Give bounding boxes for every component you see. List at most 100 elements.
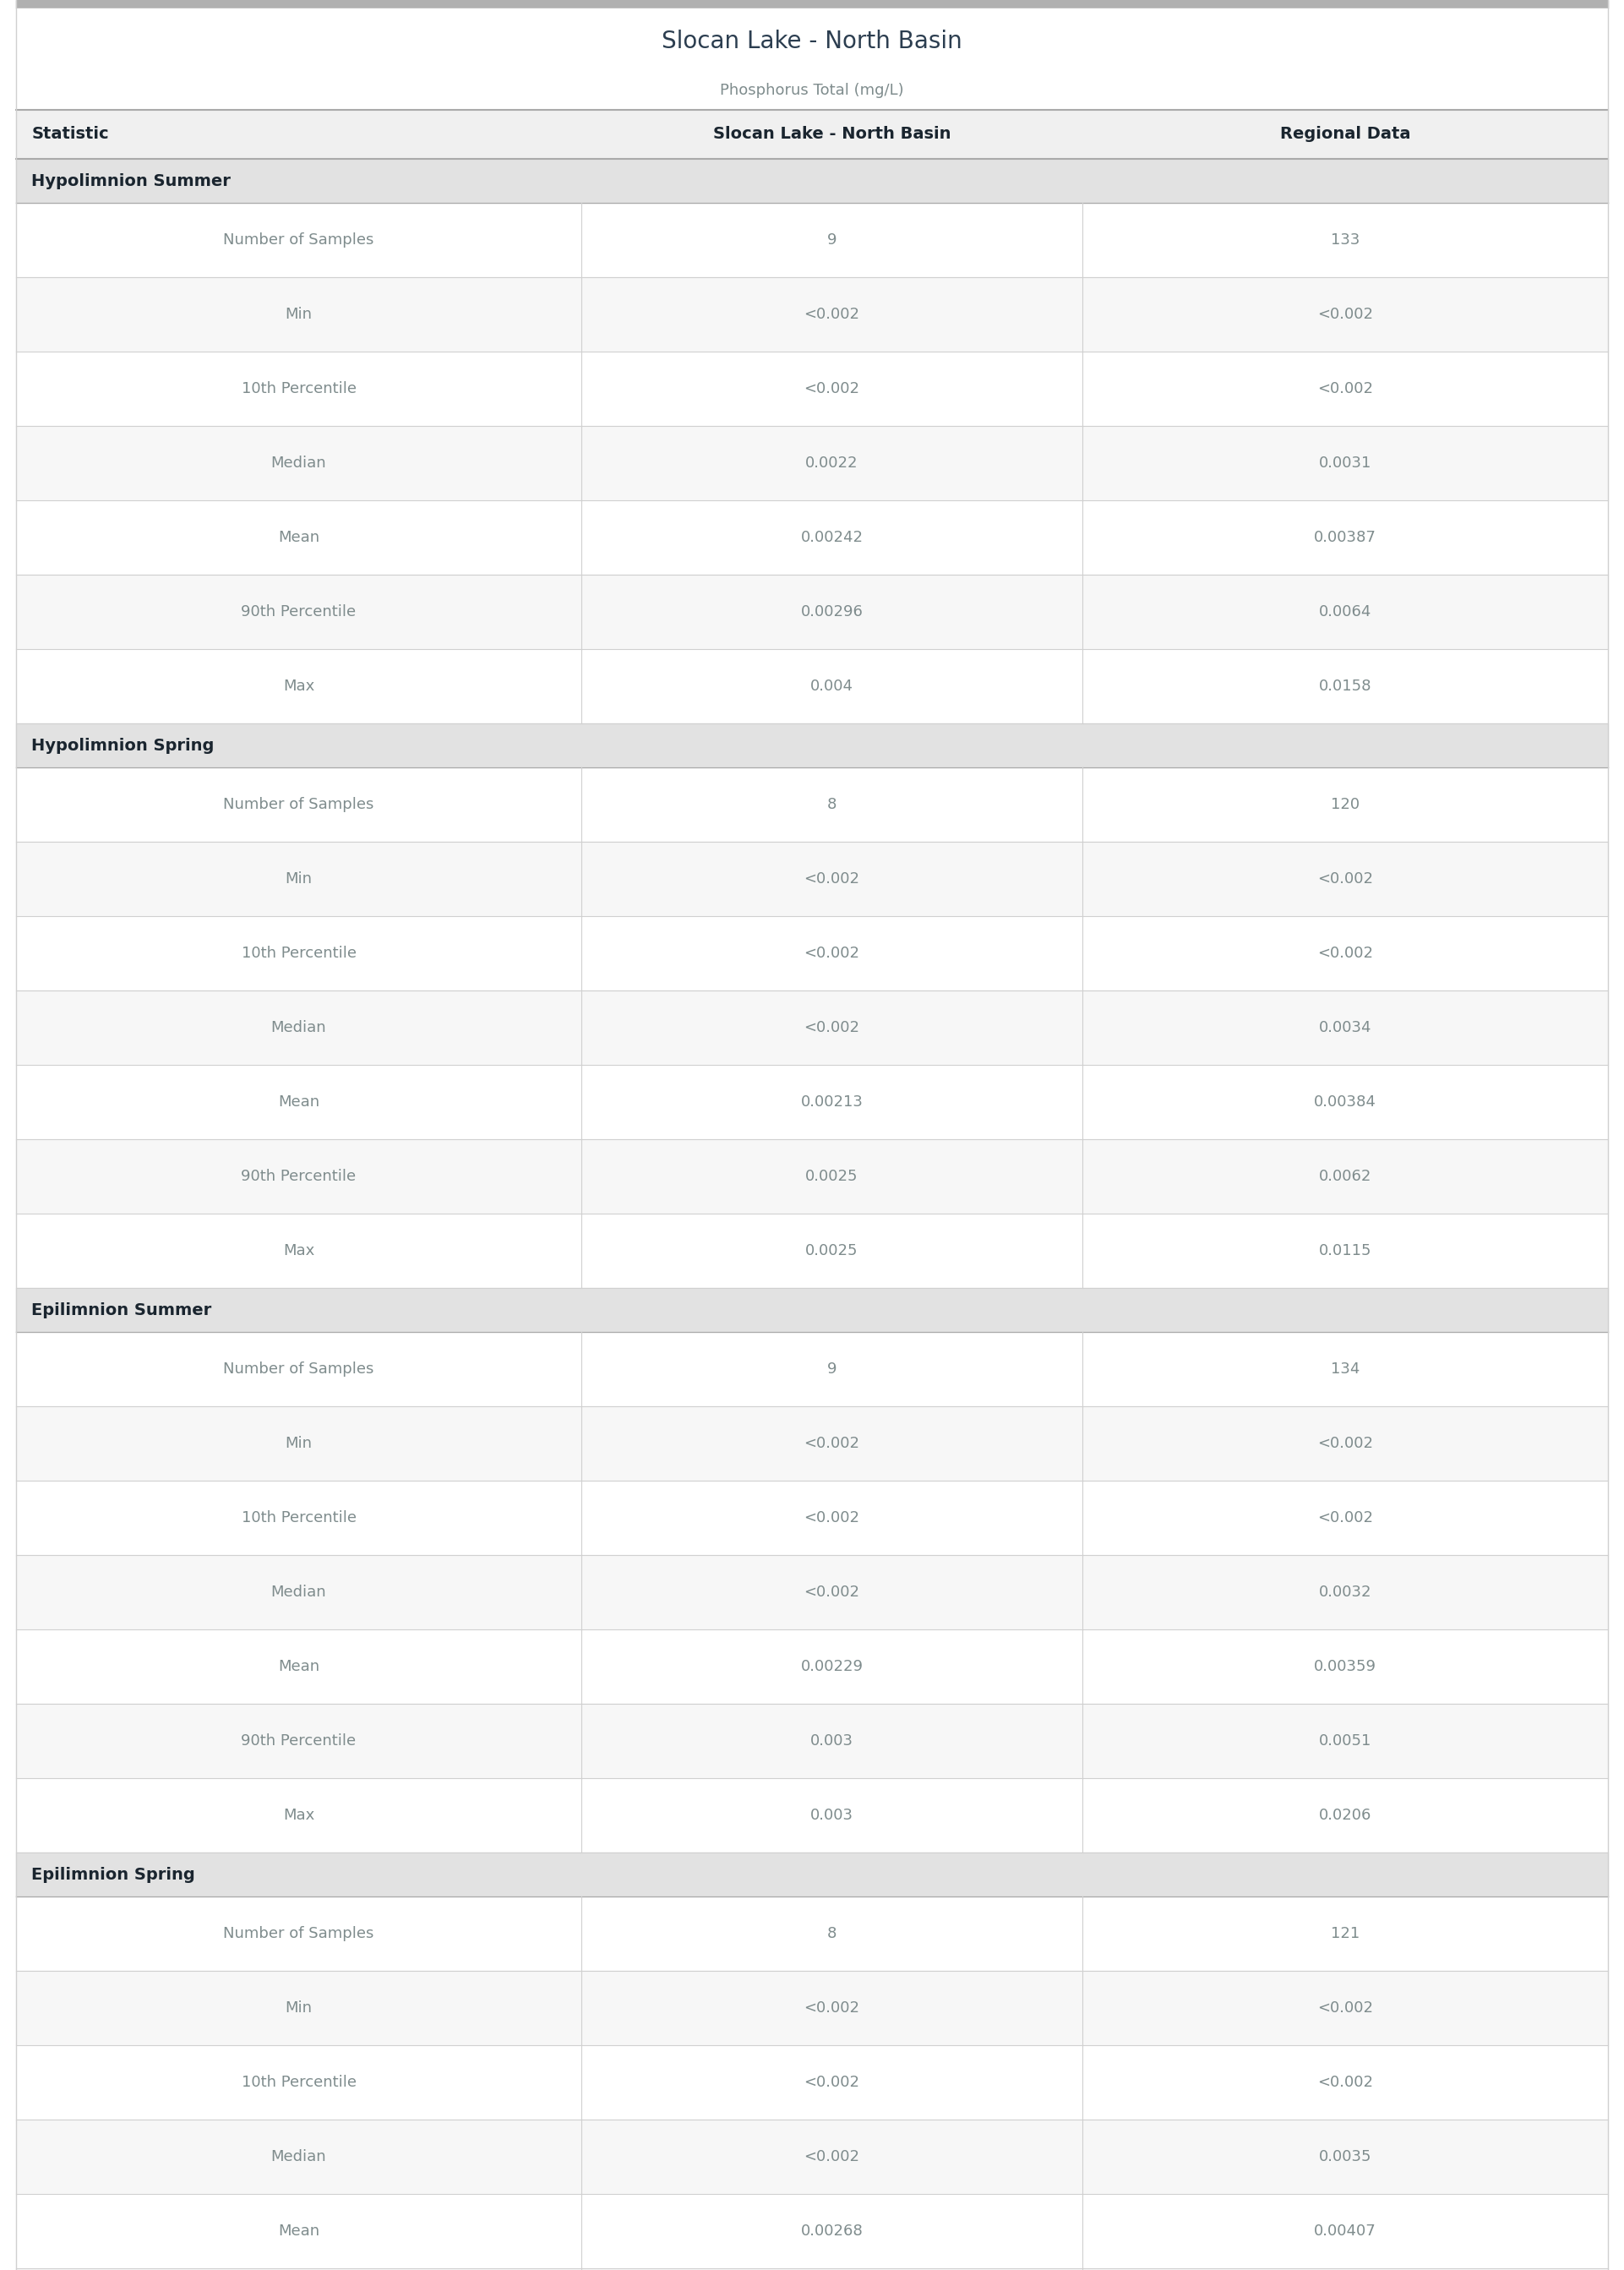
Text: Hypolimnion Spring: Hypolimnion Spring [31, 738, 214, 754]
Text: <0.002: <0.002 [804, 1510, 859, 1525]
Text: 0.0025: 0.0025 [806, 1169, 859, 1185]
Text: Min: Min [286, 2000, 312, 2016]
Bar [16, 109, 1608, 159]
Text: Hypolimnion Summer: Hypolimnion Summer [31, 173, 231, 188]
Text: <0.002: <0.002 [1317, 1510, 1372, 1525]
Bar [16, 9, 1608, 73]
Text: Number of Samples: Number of Samples [224, 797, 374, 813]
Text: 0.0031: 0.0031 [1319, 456, 1372, 470]
Bar [16, 1777, 1608, 1852]
Text: 0.003: 0.003 [810, 1734, 854, 1748]
Bar [16, 1287, 1608, 1332]
Bar [16, 2045, 1608, 2120]
Text: 0.0032: 0.0032 [1319, 1584, 1372, 1600]
Bar [16, 767, 1608, 842]
Text: Regional Data: Regional Data [1280, 127, 1410, 143]
Bar [16, 1852, 1608, 1895]
Text: Slocan Lake - North Basin: Slocan Lake - North Basin [661, 30, 963, 52]
Text: 10th Percentile: 10th Percentile [242, 2075, 356, 2091]
Text: Median: Median [271, 456, 326, 470]
Text: Median: Median [271, 1584, 326, 1600]
Text: 10th Percentile: 10th Percentile [242, 381, 356, 397]
Bar [16, 724, 1608, 767]
Bar [16, 427, 1608, 499]
Text: 10th Percentile: 10th Percentile [242, 947, 356, 960]
Text: Number of Samples: Number of Samples [224, 232, 374, 247]
Text: 90th Percentile: 90th Percentile [242, 604, 356, 620]
Text: 0.00387: 0.00387 [1314, 529, 1377, 545]
Bar [16, 202, 1608, 277]
Text: Mean: Mean [278, 1659, 320, 1675]
Text: Phosphorus Total (mg/L): Phosphorus Total (mg/L) [719, 84, 905, 98]
Text: Slocan Lake - North Basin: Slocan Lake - North Basin [713, 127, 950, 143]
Text: 121: 121 [1330, 1925, 1359, 1941]
Bar [16, 2193, 1608, 2268]
Bar [16, 649, 1608, 724]
Text: 90th Percentile: 90th Percentile [242, 1734, 356, 1748]
Text: 0.0206: 0.0206 [1319, 1807, 1372, 1823]
Text: 0.0022: 0.0022 [806, 456, 859, 470]
Bar [16, 277, 1608, 352]
Bar [16, 1705, 1608, 1777]
Bar [16, 0, 1608, 9]
Text: 0.00268: 0.00268 [801, 2225, 862, 2238]
Text: 0.00407: 0.00407 [1314, 2225, 1376, 2238]
Text: <0.002: <0.002 [1317, 872, 1372, 888]
Text: Mean: Mean [278, 2225, 320, 2238]
Text: 10th Percentile: 10th Percentile [242, 1510, 356, 1525]
Text: 0.0034: 0.0034 [1319, 1019, 1372, 1035]
Text: Statistic: Statistic [31, 127, 109, 143]
Bar [16, 1630, 1608, 1705]
Text: 0.0025: 0.0025 [806, 1244, 859, 1258]
Bar [16, 499, 1608, 574]
Text: 9: 9 [827, 232, 836, 247]
Text: <0.002: <0.002 [804, 872, 859, 888]
Text: Max: Max [283, 679, 315, 695]
Text: 0.004: 0.004 [810, 679, 854, 695]
Bar [16, 1407, 1608, 1480]
Bar [16, 1332, 1608, 1407]
Text: 8: 8 [827, 1925, 836, 1941]
Text: 0.00242: 0.00242 [801, 529, 864, 545]
Text: 0.00296: 0.00296 [801, 604, 862, 620]
Text: <0.002: <0.002 [804, 381, 859, 397]
Text: Median: Median [271, 1019, 326, 1035]
Text: <0.002: <0.002 [804, 2150, 859, 2163]
Text: 0.0064: 0.0064 [1319, 604, 1372, 620]
Text: <0.002: <0.002 [804, 1437, 859, 1451]
Text: Number of Samples: Number of Samples [224, 1925, 374, 1941]
Text: <0.002: <0.002 [804, 2000, 859, 2016]
Text: 0.0035: 0.0035 [1319, 2150, 1372, 2163]
Text: Epilimnion Summer: Epilimnion Summer [31, 1303, 211, 1319]
Bar [16, 990, 1608, 1065]
Text: 0.00359: 0.00359 [1314, 1659, 1377, 1675]
Text: Min: Min [286, 872, 312, 888]
Text: <0.002: <0.002 [804, 1019, 859, 1035]
Text: <0.002: <0.002 [804, 1584, 859, 1600]
Text: 133: 133 [1330, 232, 1359, 247]
Text: Epilimnion Spring: Epilimnion Spring [31, 1866, 195, 1882]
Bar [16, 1970, 1608, 2045]
Text: 90th Percentile: 90th Percentile [242, 1169, 356, 1185]
Text: 0.003: 0.003 [810, 1807, 854, 1823]
Text: 0.0115: 0.0115 [1319, 1244, 1372, 1258]
Bar [16, 1555, 1608, 1630]
Bar [16, 1480, 1608, 1555]
Text: <0.002: <0.002 [1317, 947, 1372, 960]
Text: 0.0158: 0.0158 [1319, 679, 1372, 695]
Text: 0.00213: 0.00213 [801, 1094, 862, 1110]
Text: Mean: Mean [278, 529, 320, 545]
Text: <0.002: <0.002 [804, 2075, 859, 2091]
Text: Number of Samples: Number of Samples [224, 1362, 374, 1376]
Text: 120: 120 [1330, 797, 1359, 813]
Bar [16, 842, 1608, 917]
Text: 0.0051: 0.0051 [1319, 1734, 1372, 1748]
Text: 134: 134 [1330, 1362, 1359, 1376]
Text: Median: Median [271, 2150, 326, 2163]
Text: Min: Min [286, 306, 312, 322]
Text: Max: Max [283, 1244, 315, 1258]
Text: <0.002: <0.002 [1317, 2000, 1372, 2016]
Text: 0.0062: 0.0062 [1319, 1169, 1372, 1185]
Bar [16, 159, 1608, 202]
Text: 8: 8 [827, 797, 836, 813]
